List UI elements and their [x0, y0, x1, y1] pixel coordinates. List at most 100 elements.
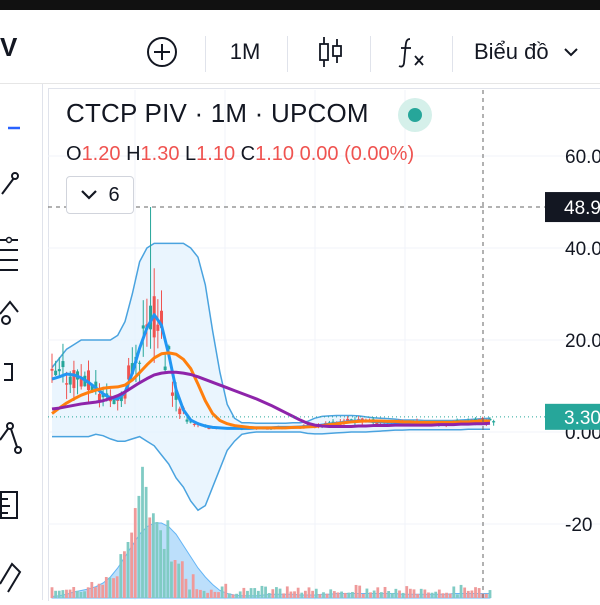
crosshair-price-tag: [545, 192, 600, 223]
measure-icon[interactable]: [0, 491, 18, 519]
volume-bar: [470, 590, 474, 598]
volume-bar: [365, 588, 369, 598]
magnet-icon[interactable]: [0, 562, 22, 593]
volume-bar: [231, 594, 235, 598]
volume-bar: [401, 592, 405, 598]
candle-body: [163, 366, 167, 371]
volume-bar: [394, 588, 398, 598]
volume-bar: [456, 594, 459, 598]
fib-icon[interactable]: [0, 236, 18, 271]
trend-line-icon[interactable]: [1, 172, 19, 195]
volume-bar: [441, 593, 445, 598]
add-symbol-button[interactable]: [142, 20, 182, 84]
volume-bar: [296, 587, 300, 598]
volume-bar: [242, 587, 246, 598]
open-value: 1.20: [81, 143, 121, 165]
volume-bar: [122, 551, 126, 598]
volume-bar: [256, 590, 260, 598]
volume-bar: [155, 522, 159, 598]
candle-body: [119, 396, 123, 402]
candle-body: [97, 394, 101, 401]
chart-style-button[interactable]: [310, 20, 350, 84]
text-icon[interactable]: [4, 363, 13, 381]
volume-bar: [227, 593, 231, 598]
chart-type-label: Biểu đồ: [474, 39, 549, 64]
volume-bar: [271, 589, 275, 598]
high-label: H: [126, 143, 141, 165]
candle-body: [160, 310, 163, 328]
indicators-button[interactable]: [392, 20, 432, 84]
volume-bar: [477, 588, 481, 598]
candle-body: [156, 324, 160, 331]
volume-bar: [314, 588, 318, 598]
volume-bar: [54, 590, 58, 598]
chevron-down-icon: [563, 48, 578, 57]
interval-label: 1M: [229, 39, 261, 64]
price-tick-label: 60.0: [565, 147, 600, 168]
legend-title[interactable]: CTCP PIV · 1M · UPCOM: [66, 98, 369, 128]
volume-bar: [72, 587, 76, 598]
bollinger-lower-line: [52, 428, 490, 512]
volume-bar: [405, 586, 409, 598]
volume-bar: [209, 589, 213, 598]
volume-bar: [191, 574, 195, 598]
indicators-toggle-button[interactable]: 6: [66, 176, 134, 214]
chart-type-dropdown[interactable]: Biểu đồ: [474, 20, 600, 84]
volume-bar: [354, 584, 358, 598]
candle-body: [207, 428, 211, 430]
volume-bar: [343, 592, 347, 598]
volume-bar: [151, 513, 155, 598]
volume-bar: [180, 561, 184, 598]
volume-bar: [285, 586, 289, 598]
volume-bar: [466, 590, 470, 598]
toolbar-divider: [205, 36, 206, 72]
candle-body: [178, 408, 182, 415]
volume-bar: [332, 591, 336, 598]
volume-bar: [177, 563, 181, 598]
pattern-icon[interactable]: [0, 422, 22, 454]
change-value: 0.00 (0.00%): [299, 143, 415, 165]
volume-bar: [224, 583, 228, 598]
volume-bar: [452, 586, 456, 598]
ma-slow-line: [51, 370, 491, 428]
volume-bar: [445, 592, 448, 598]
chevron-down-icon: [81, 190, 98, 200]
candle-body: [127, 365, 131, 380]
volume-bar: [162, 548, 166, 598]
ohlc-readout: O1.20 H1.30 L1.10 C1.10 0.00 (0.00%): [66, 143, 414, 166]
moving-averages: [51, 313, 491, 430]
volume-bar: [57, 590, 61, 598]
volume-bar: [361, 593, 365, 598]
candle-body: [79, 378, 83, 387]
volume-bar: [104, 576, 108, 598]
volume-bar: [311, 590, 315, 598]
market-status-indicator: [398, 98, 432, 132]
candle-body: [141, 325, 145, 329]
volume-bar: [188, 589, 191, 598]
volume-bar: [115, 576, 119, 598]
volume-bar: [390, 592, 394, 598]
volume-bar: [173, 560, 177, 598]
candle-body: [50, 368, 54, 371]
symbol-label[interactable]: V: [0, 32, 18, 62]
volume-bar: [90, 581, 94, 598]
volume-bar: [112, 578, 115, 598]
candle-body: [149, 305, 153, 330]
candle-body: [170, 392, 174, 396]
volume-bar: [329, 589, 333, 598]
fx-icon: [398, 38, 424, 68]
candle-body: [189, 421, 193, 423]
volume-bar: [119, 554, 123, 598]
volume-bar: [398, 590, 401, 598]
volume-bar: [199, 589, 202, 598]
open-label: O: [66, 143, 82, 165]
interval-button[interactable]: 1M: [225, 20, 265, 84]
brush-icon[interactable]: [0, 300, 19, 325]
volume-bar: [336, 592, 340, 598]
volume-bar: [260, 585, 264, 598]
drawing-toolbar: [0, 84, 43, 600]
volume-bar: [97, 583, 101, 598]
volume-bar: [278, 588, 282, 598]
